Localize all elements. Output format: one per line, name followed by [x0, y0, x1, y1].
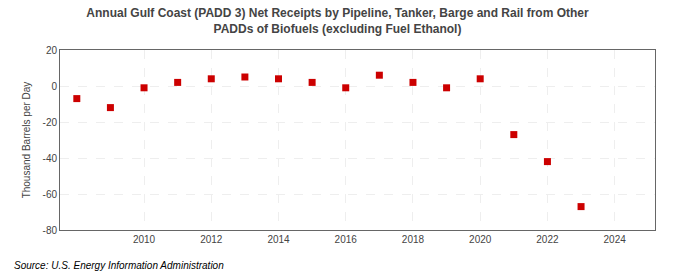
svg-text:0: 0 [51, 81, 57, 92]
svg-text:2010: 2010 [133, 234, 156, 245]
svg-text:2022: 2022 [536, 234, 559, 245]
svg-text:-60: -60 [43, 189, 58, 200]
svg-text:2020: 2020 [469, 234, 492, 245]
svg-text:Thousand Barrels per Day: Thousand Barrels per Day [21, 82, 32, 199]
svg-text:-20: -20 [43, 117, 58, 128]
svg-text:-40: -40 [43, 153, 58, 164]
svg-text:2016: 2016 [335, 234, 358, 245]
svg-text:-80: -80 [43, 225, 58, 236]
svg-text:2018: 2018 [402, 234, 425, 245]
svg-text:2012: 2012 [200, 234, 223, 245]
svg-text:2014: 2014 [267, 234, 290, 245]
svg-text:2024: 2024 [604, 234, 627, 245]
svg-text:20: 20 [46, 45, 58, 56]
svg-text:Source: U.S. Energy Informatio: Source: U.S. Energy Information Administ… [14, 260, 224, 271]
svg-text:Annual Gulf Coast (PADD 3) Net: Annual Gulf Coast (PADD 3) Net Receipts … [86, 6, 589, 36]
